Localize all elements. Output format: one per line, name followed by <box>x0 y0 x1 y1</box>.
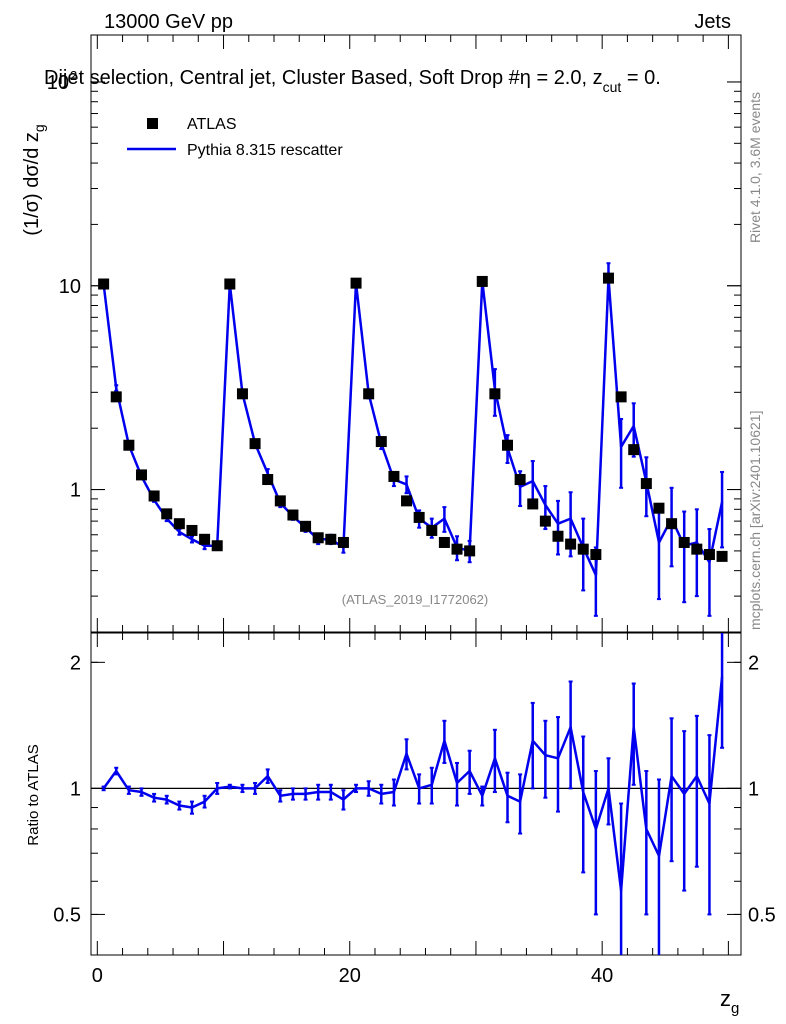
atlas-data-point <box>337 536 349 548</box>
atlas-data-point <box>552 530 564 542</box>
atlas-data-point <box>375 436 387 448</box>
atlas-data-point <box>224 278 236 290</box>
legend: ATLAS Pythia 8.315 rescatter <box>127 116 343 159</box>
selection-title-sub: cut <box>603 79 622 95</box>
atlas-data-point <box>527 498 539 510</box>
atlas-data-point <box>401 495 413 507</box>
atlas-data-point <box>438 536 450 548</box>
atlas-data-point <box>388 470 400 482</box>
atlas-data-point <box>426 524 438 536</box>
atlas-data-point <box>98 278 110 290</box>
main-y-tick-label: 10 <box>47 72 69 94</box>
atlas-data-point <box>249 438 261 450</box>
atlas-data-point <box>615 391 627 403</box>
atlas-data-point <box>539 515 551 527</box>
main-y-axis-label: (1/σ) dσ/d zg <box>21 124 47 235</box>
atlas-data-point <box>451 543 463 555</box>
atlas-data-point <box>653 502 665 514</box>
atlas-data-point <box>678 536 690 548</box>
atlas-data-point <box>325 533 337 545</box>
main-mc-line <box>102 276 724 577</box>
legend-data-label: ATLAS <box>187 116 237 133</box>
atlas-data-point <box>577 543 589 555</box>
atlas-data-point <box>186 524 198 536</box>
atlas-data-point <box>666 518 678 530</box>
process-label: Jets <box>694 11 731 33</box>
x-tick-label: 40 <box>591 965 613 987</box>
atlas-data-point <box>476 275 488 287</box>
atlas-data-point <box>413 511 425 523</box>
atlas-data-point <box>464 545 476 557</box>
atlas-data-point <box>161 508 173 520</box>
rivet-label: Rivet 4.1.0, 3.6M events <box>747 92 763 243</box>
atlas-data-point <box>148 490 160 502</box>
atlas-data-point <box>312 532 324 544</box>
ratio-y-tick-label-right: 0.5 <box>748 904 776 926</box>
x-tick-label: 20 <box>339 965 361 987</box>
atlas-data-point <box>716 550 728 562</box>
atlas-data-point <box>350 277 362 289</box>
atlas-data-point <box>502 439 514 451</box>
atlas-data-point <box>514 474 526 486</box>
atlas-data-point <box>199 533 211 545</box>
atlas-data-point <box>628 444 640 456</box>
ratio-frame <box>90 632 742 956</box>
ratio-panel: 0.5 0.51 12 20 20 40 <box>53 632 776 987</box>
atlas-data-point <box>640 478 652 490</box>
legend-mc-label: Pythia 8.315 rescatter <box>187 142 343 159</box>
atlas-data-point <box>274 495 286 507</box>
ratio-y-axis-label: Ratio to ATLAS <box>25 744 42 845</box>
ratio-y-tick-label: 0.5 <box>53 904 81 926</box>
atlas-data-point <box>691 543 703 555</box>
atlas-data-point <box>565 538 577 550</box>
atlas-data-point <box>173 518 185 530</box>
mcplots-label: mcplots.cern.ch [arXiv:2401.10621] <box>747 410 763 630</box>
main-y-tick-label: 1 <box>70 480 81 502</box>
selection-title-tail: = 0. <box>621 67 660 89</box>
atlas-data-point <box>236 388 248 400</box>
ratio-mc-line <box>102 676 724 892</box>
atlas-data-point <box>489 388 501 400</box>
x-tick-label: 0 <box>92 965 103 987</box>
ratio-y-tick-label: 2 <box>70 652 81 674</box>
main-y-tick-label-sup: 2 <box>70 68 77 83</box>
ratio-y-tick-label-right: 1 <box>748 778 759 800</box>
ratio-y-tick-label: 1 <box>70 778 81 800</box>
analysis-id: (ATLAS_2019_I1772062) <box>342 592 488 607</box>
selection-title: Dijet selection, Central jet, Cluster Ba… <box>44 67 661 95</box>
main-y-axis-label-sub: g <box>31 124 47 132</box>
atlas-data-point <box>602 272 614 284</box>
atlas-data-point <box>363 388 375 400</box>
atlas-data-point <box>211 540 223 552</box>
atlas-data-point <box>135 469 147 481</box>
legend-data-marker <box>147 118 158 129</box>
energy-label: 13000 GeV pp <box>104 11 233 33</box>
atlas-data-point <box>123 439 135 451</box>
atlas-data-point <box>590 549 602 561</box>
atlas-data-point <box>300 520 312 532</box>
ratio-y-tick-label-right: 2 <box>748 652 759 674</box>
atlas-data-point <box>262 474 274 486</box>
x-axis-label: zg <box>720 986 739 1017</box>
atlas-data-point <box>110 391 122 403</box>
x-axis-label-sub: g <box>731 1000 739 1017</box>
main-frame <box>90 34 742 633</box>
atlas-data-point <box>703 549 715 561</box>
main-y-tick-label: 10 <box>59 276 81 298</box>
atlas-data-point <box>287 509 299 521</box>
